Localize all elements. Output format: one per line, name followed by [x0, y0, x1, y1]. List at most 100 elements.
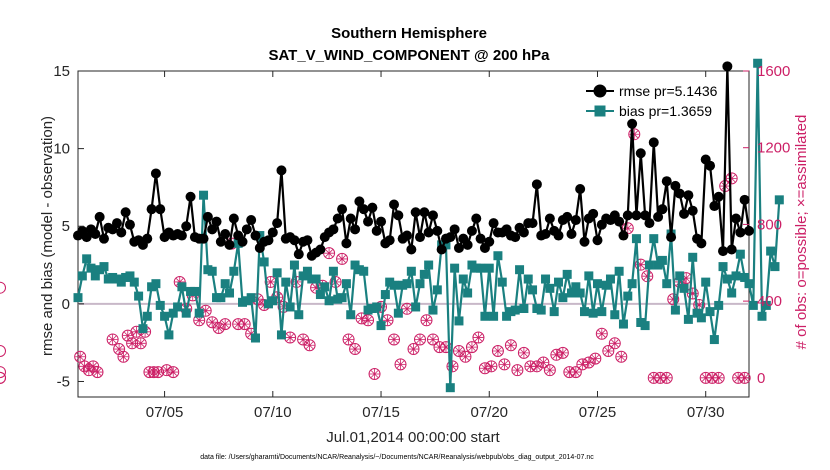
bias-point — [315, 290, 325, 300]
bias-point — [476, 263, 486, 273]
obs-assimilated-marker — [324, 248, 335, 259]
obs-point — [152, 366, 165, 379]
bias-point — [579, 307, 589, 317]
bias-point — [484, 263, 494, 273]
bias-point — [181, 308, 191, 318]
bias-point — [428, 305, 438, 315]
obs-assimilated-marker — [531, 361, 542, 372]
obs-point — [113, 343, 126, 356]
bias-point — [281, 277, 291, 287]
obs-point — [608, 337, 621, 350]
bias-point — [324, 296, 334, 306]
rmse-point — [531, 179, 542, 190]
chart-title-line1: Southern Hemisphere — [331, 25, 487, 42]
obs-assimilated-marker — [233, 319, 244, 330]
obs-possible-marker — [459, 350, 472, 363]
obs-assimilated-marker — [285, 332, 296, 343]
obs-assimilated-marker — [596, 328, 607, 339]
legend-bias-label: bias pr=1.3659 — [619, 103, 712, 119]
bias-point — [328, 266, 338, 276]
rmse-point — [211, 216, 222, 227]
obs-assimilated-marker — [492, 345, 503, 356]
obs-point — [712, 371, 725, 384]
obs-point — [491, 344, 504, 357]
obs-possible-marker — [465, 341, 478, 354]
rmse-point — [202, 211, 213, 222]
obs-assimilated-marker — [538, 357, 549, 368]
rmse-point — [475, 233, 486, 244]
bias-point — [692, 308, 702, 318]
bias-point — [523, 274, 533, 284]
bias-point — [86, 263, 96, 273]
obs-possible-marker — [106, 333, 119, 346]
obs-possible-marker — [0, 366, 6, 379]
bias-point — [415, 279, 425, 289]
obs-point — [0, 366, 6, 379]
obs-point — [407, 343, 420, 356]
obs-assimilated-marker — [453, 345, 464, 356]
bias-point — [610, 310, 620, 320]
y-tick-label: 10 — [53, 141, 70, 158]
obs-assimilated-marker — [304, 340, 315, 351]
rmse-point — [657, 204, 668, 215]
obs-assimilated-marker — [564, 367, 575, 378]
obs-possible-marker — [543, 364, 556, 377]
bias-point — [549, 307, 559, 317]
bias-point — [220, 279, 230, 289]
obs-assimilated-marker — [350, 344, 361, 355]
bias-point — [740, 272, 750, 282]
obs-assimilated-marker — [447, 361, 458, 372]
obs-possible-marker — [498, 358, 511, 371]
obs-assimilated-marker — [408, 344, 419, 355]
obs-point — [725, 172, 738, 185]
rmse-point — [237, 236, 248, 247]
bias-point — [662, 279, 672, 289]
y2-axis-label: # of obs: o=possible; ×=assimilated — [793, 115, 810, 350]
obs-point — [413, 333, 426, 346]
bias-point — [735, 249, 745, 259]
obs-assimilated-marker — [622, 223, 633, 234]
bias-point — [246, 293, 256, 303]
obs-possible-marker — [368, 367, 381, 380]
bias-point — [73, 293, 83, 303]
bias-point — [774, 195, 784, 205]
obs-assimilated-marker — [726, 173, 737, 184]
bias-point — [519, 304, 529, 314]
bias-point — [289, 260, 299, 270]
obs-point — [167, 366, 180, 379]
bias-point — [194, 308, 204, 318]
rmse-point — [484, 236, 495, 247]
bias-point — [675, 271, 685, 281]
obs-assimilated-marker — [207, 317, 218, 328]
obs-assimilated-marker — [570, 367, 581, 378]
obs-possible-marker — [121, 329, 134, 342]
rmse-point — [510, 232, 521, 243]
obs-possible-marker — [537, 356, 550, 369]
obs-assimilated-marker — [127, 338, 138, 349]
bias-point — [614, 266, 624, 276]
bias-point — [376, 321, 386, 331]
rmse-point — [575, 183, 586, 194]
rmse-point — [631, 210, 642, 221]
rmse-point — [648, 137, 659, 148]
obs-point — [426, 333, 439, 346]
obs-assimilated-marker — [499, 359, 510, 370]
rmse-point — [332, 213, 343, 224]
obs-possible-marker — [420, 314, 433, 327]
rmse-point — [267, 227, 278, 238]
rmse-point — [328, 224, 339, 235]
obs-point — [537, 356, 550, 369]
obs-assimilated-marker — [298, 334, 309, 345]
bias-point — [207, 266, 217, 276]
obs-assimilated-marker — [694, 299, 705, 310]
x-axis-label: Jul.01,2014 00:00:00 start — [326, 429, 500, 446]
bias-point — [575, 288, 585, 298]
bias-point — [722, 274, 732, 284]
bias-point — [597, 307, 607, 317]
bias-point — [670, 305, 680, 315]
rmse-point — [696, 238, 707, 249]
obs-point — [628, 128, 641, 141]
bias-point — [640, 321, 650, 331]
obs-point — [465, 341, 478, 354]
obs-point — [0, 372, 6, 384]
